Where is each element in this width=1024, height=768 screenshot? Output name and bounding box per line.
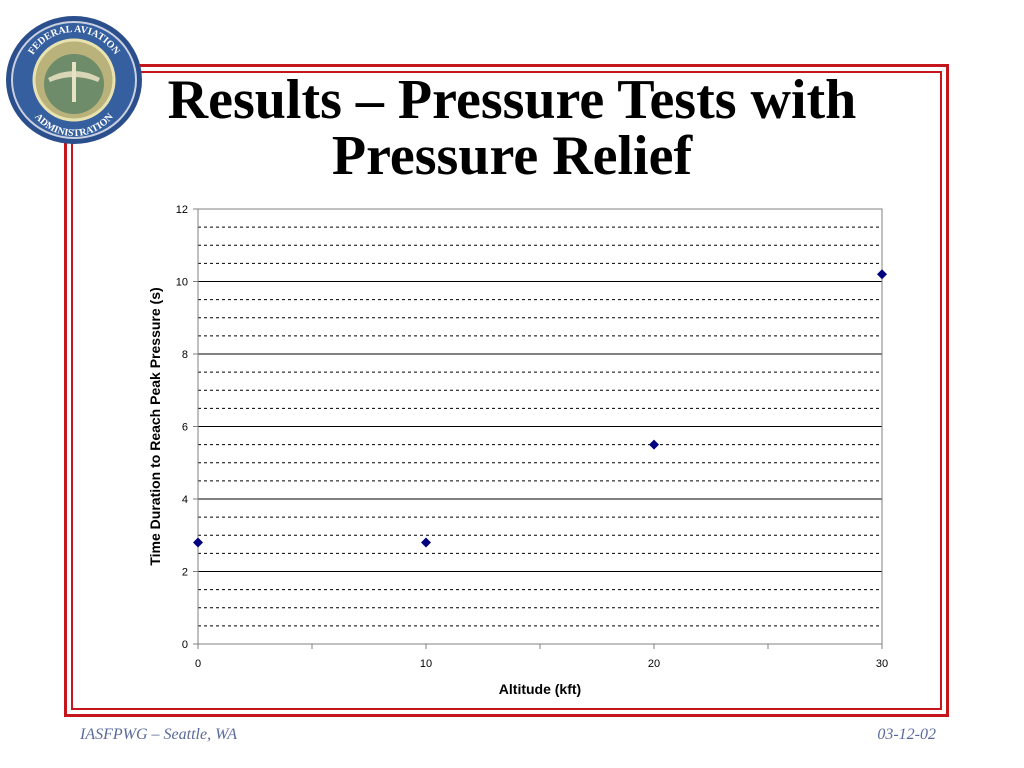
chart-axes: [193, 208, 883, 649]
slide-title-line-2: Pressure Relief: [331, 125, 693, 187]
y-axis-label: Time Duration to Reach Peak Pressure (s): [147, 287, 163, 565]
slide-title-line-1: Results – Pressure Tests with: [167, 69, 857, 131]
data-point-diamond: [877, 269, 887, 280]
scatter-chart: 0 2 4 6 8 10 12 0 10 20 30 Altitude (kft) Time Du…: [147, 204, 888, 697]
y-tick-label: 6: [182, 422, 188, 434]
y-tick-label: 10: [176, 277, 188, 289]
faa-seal-logo: FEDERAL AVIATION ADMINISTRATION: [6, 16, 142, 144]
x-tick-label: 20: [648, 658, 660, 670]
data-points: [193, 269, 887, 548]
footer-location: IASFPWG – Seattle, WA: [80, 726, 238, 743]
data-point-diamond: [193, 537, 203, 548]
x-axis-label: Altitude (kft): [499, 681, 581, 697]
x-tick-label: 30: [876, 658, 888, 670]
data-point-diamond: [421, 537, 431, 548]
x-tick-label: 10: [420, 658, 432, 670]
y-tick-label: 12: [176, 204, 188, 216]
y-tick-label: 4: [182, 494, 188, 506]
y-tick-labels: 0 2 4 6 8 10 12: [176, 204, 188, 651]
slide-frame-outer: [64, 64, 949, 717]
y-tick-label: 8: [182, 349, 188, 361]
slide-title: Results – Pressure Tests with Pressure R…: [112, 72, 912, 184]
x-tick-label: 0: [195, 658, 201, 670]
chart-grid: [198, 226, 882, 627]
x-tick-labels: 0 10 20 30: [195, 658, 888, 670]
y-tick-label: 0: [182, 639, 188, 651]
data-point-diamond: [649, 439, 659, 450]
y-tick-label: 2: [182, 567, 188, 579]
footer-date: 03-12-02: [877, 726, 936, 743]
slide-frame-inner: [71, 71, 942, 710]
